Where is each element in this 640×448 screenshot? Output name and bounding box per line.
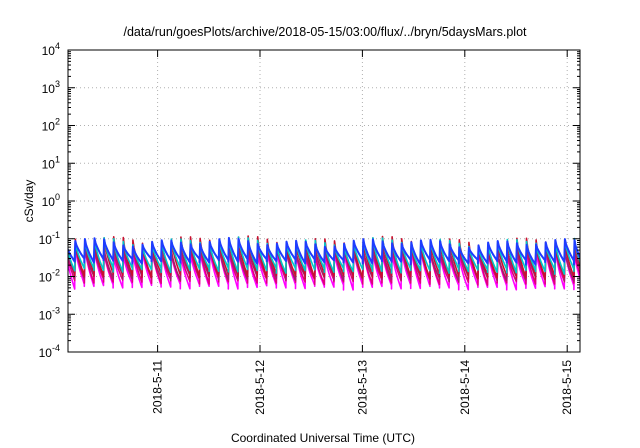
y-tick-label: 100 [42,192,60,209]
chart-title: /data/run/goesPlots/archive/2018-05-15/0… [123,25,527,39]
y-tick-label: 10-3 [39,305,60,322]
y-tick-label: 10-1 [39,230,60,247]
y-tick-label: 103 [42,79,60,96]
y-axis: 10-4 10-3 10-2 10-1 100 101 102 103 104 [39,41,580,360]
x-tick-label: 2018-5-15 [560,360,574,415]
series-layer [68,235,580,291]
y-tick-label: 101 [42,154,60,171]
x-tick-label: 2018-5-12 [253,360,267,415]
grid-lines [68,50,580,352]
y-tick-label: 10-2 [39,268,60,285]
y-tick-label: 104 [42,41,60,58]
x-axis: 2018-5-11 2018-5-12 2018-5-13 2018-5-14 2018… [151,50,574,415]
series-line [68,236,580,266]
y-tick-label: 10-4 [39,343,60,360]
x-tick-label: 2018-5-11 [151,360,165,414]
x-tick-label: 2018-5-14 [458,360,472,415]
x-tick-label: 2018-5-13 [355,360,369,415]
y-axis-label: cSv/day [22,180,36,223]
x-axis-label: Coordinated Universal Time (UTC) [231,431,415,445]
y-tick-label: 102 [42,117,60,134]
plot-area [68,235,580,291]
